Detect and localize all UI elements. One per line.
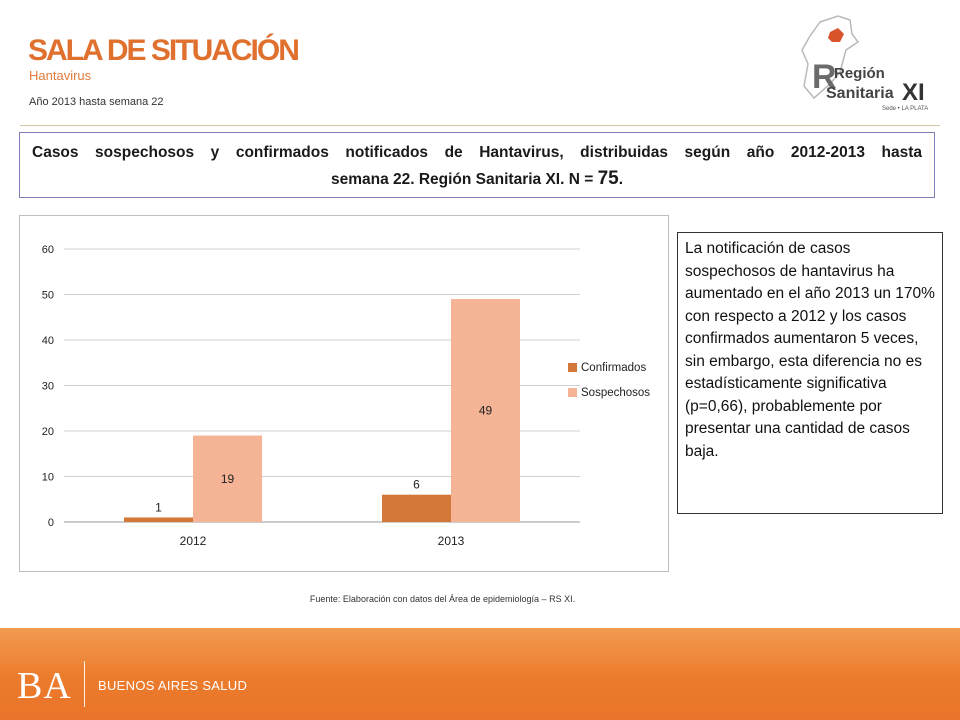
bar-chart: 0 10 20 30 40 50 60 1 19 2012 6 49 2013 Confirmados So… <box>42 244 651 548</box>
bar-sospechosos-2012 <box>193 435 262 522</box>
x-tick-label: 2013 <box>438 534 465 548</box>
bar-sospechosos-2013 <box>451 299 520 522</box>
legend-label-sospechosos: Sospechosos <box>581 387 650 399</box>
analysis-note: La notificación de casos sospechosos de … <box>677 232 943 514</box>
ba-logo: BA <box>17 665 72 707</box>
x-tick-label: 2012 <box>180 534 207 548</box>
y-tick-label: 0 <box>48 517 54 529</box>
caption-line-2-text: semana 22. Región Sanitaria XI. N = <box>330 171 594 188</box>
caption-line-2: semana 22. Región Sanitaria XI. N = 75. <box>32 166 922 193</box>
logo-roman-text: XI <box>902 79 925 106</box>
header-divider <box>20 125 940 126</box>
bar-confirmados-2013 <box>382 494 451 522</box>
legend-swatch-sospechosos <box>568 388 577 397</box>
page-subtitle: Hantavirus <box>29 68 92 83</box>
province-map-icon <box>801 15 860 100</box>
period-label: Año 2013 hasta semana 22 <box>29 96 164 108</box>
caption-end: . <box>618 171 624 188</box>
y-tick-label: 10 <box>42 472 54 484</box>
logo-tag-text: Sede • LA PLATA <box>882 106 928 112</box>
y-tick-label: 60 <box>42 244 54 256</box>
data-label-sospechosos-2013: 49 <box>479 404 493 418</box>
footer-separator <box>84 661 85 707</box>
legend-label-confirmados: Confirmados <box>581 362 646 374</box>
logo-sanitaria-text: Sanitaria <box>826 85 894 102</box>
y-tick-label: 50 <box>42 290 54 302</box>
logo-region-text: Región <box>834 65 885 82</box>
y-tick-label: 40 <box>42 335 54 347</box>
region-logo: R Región S Sanitaria XI Sede • LA PLATA <box>801 15 928 112</box>
data-label-confirmados-2013: 6 <box>413 478 420 492</box>
footer-band: BA BUENOS AIRES SALUD <box>0 628 960 720</box>
caption-line-1: Casos sospechosos y confirmados notifica… <box>32 144 922 161</box>
chart-frame: 0 10 20 30 40 50 60 1 19 2012 6 49 2013 Confirmados So… <box>19 215 669 572</box>
footer-org-name: BUENOS AIRES SALUD <box>98 678 248 693</box>
data-label-sospechosos-2012: 19 <box>221 472 235 486</box>
chart-caption: Casos sospechosos y confirmados notifica… <box>19 132 935 198</box>
legend-swatch-confirmados <box>568 363 577 372</box>
page-title: SALA DE SITUACIÓN <box>28 34 300 67</box>
data-label-confirmados-2012: 1 <box>155 500 162 514</box>
region-highlight-icon <box>828 28 844 42</box>
y-tick-label: 20 <box>42 426 54 438</box>
source-note: Fuente: Elaboración con datos del Área d… <box>309 594 576 604</box>
y-tick-label: 30 <box>42 381 54 393</box>
caption-n-value: 75 <box>597 168 619 189</box>
bar-confirmados-2012 <box>124 517 193 522</box>
logo-r-letter: R <box>812 58 837 96</box>
